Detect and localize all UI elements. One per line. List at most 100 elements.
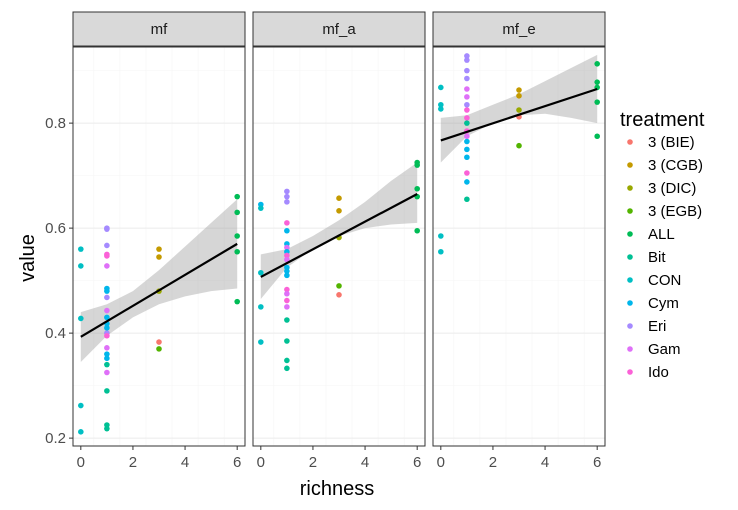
- legend-key: [627, 323, 633, 329]
- data-point: [234, 298, 240, 305]
- panel-border: [432, 46, 606, 447]
- trend-line: [80, 242, 238, 338]
- legend-label: 3 (BIE): [648, 134, 695, 151]
- data-point: [284, 227, 290, 234]
- x-tick-label: 6: [593, 454, 601, 471]
- legend-label: 3 (CGB): [648, 157, 703, 174]
- data-point: [284, 188, 290, 195]
- x-tick-label: 0: [257, 454, 265, 471]
- legend-label: Gam: [648, 341, 681, 358]
- data-point: [464, 94, 470, 100]
- data-point: [464, 101, 470, 108]
- legend-label: 3 (EGB): [648, 203, 702, 220]
- data-point: [284, 297, 290, 304]
- x-tick-label: 2: [309, 454, 317, 471]
- x-tick-label: 0: [77, 454, 85, 471]
- data-point: [234, 248, 240, 255]
- y-tick-label: 0.4: [45, 325, 66, 342]
- data-point: [156, 339, 162, 345]
- x-tick-label: 4: [181, 454, 189, 471]
- data-point: [258, 205, 264, 211]
- legend-key: [627, 208, 633, 214]
- data-point: [594, 79, 600, 85]
- panel-background: [253, 47, 425, 446]
- data-point: [104, 369, 110, 376]
- data-point: [104, 288, 110, 294]
- legend-key: [627, 346, 633, 352]
- data-point: [156, 246, 162, 252]
- data-point: [438, 248, 444, 255]
- data-point: [258, 304, 264, 310]
- data-point: [464, 196, 470, 203]
- data-point: [438, 101, 444, 108]
- data-point: [78, 263, 84, 269]
- data-point: [284, 199, 290, 205]
- y-tick-label: 0.6: [45, 220, 66, 237]
- data-point: [104, 425, 110, 432]
- legend-key: [627, 254, 633, 260]
- data-point: [104, 314, 110, 321]
- legend: 3 (BIE) 3 (CGB) 3 (DIC) 3 (EGB) ALL Bit CON Cym…: [627, 134, 703, 381]
- data-point: [258, 339, 264, 345]
- data-point: [104, 253, 110, 259]
- data-point: [104, 351, 110, 357]
- y-axis-title: value: [17, 234, 39, 282]
- data-point: [284, 304, 290, 310]
- data-point: [104, 226, 110, 232]
- trend-line: [440, 87, 598, 142]
- legend-key: [627, 369, 633, 375]
- data-point: [104, 345, 110, 351]
- data-point: [258, 269, 264, 276]
- legend-label: Bit: [648, 249, 666, 266]
- legend-key: [627, 139, 633, 145]
- legend-key: [627, 300, 633, 306]
- data-point: [438, 84, 444, 91]
- data-point: [336, 283, 342, 289]
- panel-border: [252, 46, 426, 447]
- facet-strip-label: mf_e: [502, 21, 535, 38]
- data-point: [234, 209, 240, 216]
- data-point: [464, 170, 470, 176]
- data-point: [414, 185, 420, 192]
- data-point: [594, 99, 600, 105]
- legend-title: treatment: [620, 109, 705, 131]
- legend-key: [627, 277, 633, 283]
- data-point: [464, 138, 470, 145]
- facet-strip: [72, 11, 246, 47]
- legend-label: Cym: [648, 295, 679, 312]
- x-tick-label: 0: [437, 454, 445, 471]
- x-axis-title: richness: [300, 478, 374, 500]
- panel-border: [72, 46, 246, 447]
- y-tick-label: 0.8: [45, 115, 66, 132]
- data-point: [516, 87, 522, 93]
- data-point: [284, 252, 290, 259]
- data-point: [78, 402, 84, 409]
- data-point: [414, 162, 420, 168]
- y-tick-label: 0.2: [45, 430, 66, 447]
- data-point: [594, 133, 600, 140]
- data-point: [284, 244, 290, 251]
- x-tick-label: 4: [361, 454, 369, 471]
- data-point: [284, 338, 290, 344]
- data-point: [336, 208, 342, 214]
- data-point: [234, 193, 240, 200]
- legend-key: [627, 231, 633, 237]
- data-point: [104, 242, 110, 249]
- data-point: [438, 233, 444, 239]
- data-point: [464, 57, 470, 63]
- data-point: [516, 93, 522, 99]
- facet-panel: mf_a 0 2 4 6: [252, 11, 426, 471]
- data-point: [78, 315, 84, 322]
- facet-strip-label: mf: [151, 21, 168, 38]
- data-point: [464, 115, 470, 121]
- facet-strip-label: mf_a: [322, 21, 356, 38]
- data-point: [104, 332, 110, 339]
- data-point: [104, 325, 110, 331]
- data-point: [464, 120, 470, 126]
- data-point: [104, 294, 110, 301]
- data-point: [464, 67, 470, 74]
- facet-panel: mf_e 0 2 4 6: [432, 11, 606, 471]
- legend-label: ALL: [648, 226, 675, 243]
- data-point: [464, 75, 470, 82]
